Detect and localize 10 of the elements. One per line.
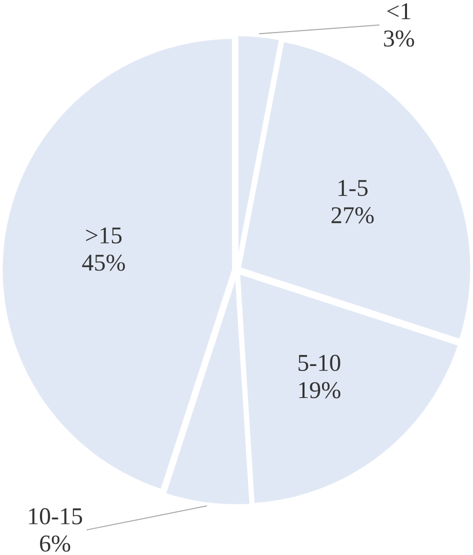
data-label: 45%	[82, 254, 125, 271]
data-label: 19%	[299, 382, 340, 398]
slice-label: >15	[86, 227, 122, 244]
data-label: 6%	[40, 535, 70, 552]
data-label: 27%	[332, 207, 374, 224]
slice-label: 5-10	[298, 354, 340, 371]
data-label: 3%	[384, 30, 414, 47]
slice-label: 10-15	[29, 508, 82, 524]
slice-label: <1	[387, 3, 410, 20]
slice-label: 1-5	[338, 180, 368, 196]
